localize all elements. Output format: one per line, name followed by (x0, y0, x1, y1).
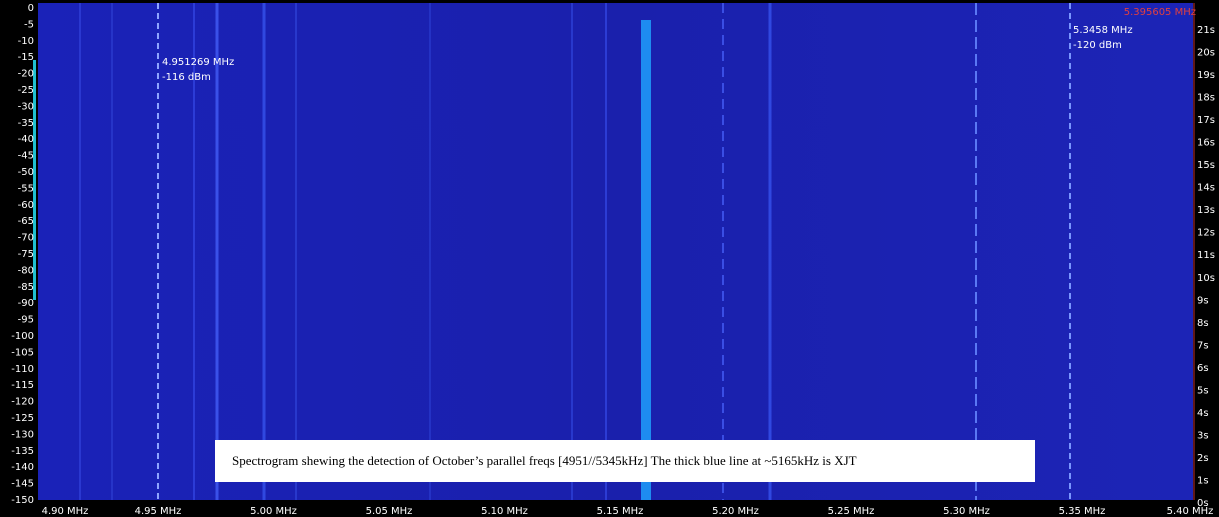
time-label: 1s (1197, 475, 1209, 486)
marker-frequency: 5.3458 MHz (1073, 25, 1133, 36)
frequency-label: 5.10 MHz (481, 506, 528, 517)
time-label: 7s (1197, 340, 1209, 351)
frequency-label: 5.05 MHz (366, 506, 413, 517)
level-label: -20 (18, 69, 34, 80)
top-frequency: 5.395605 MHz (1124, 7, 1196, 18)
frequency-label: 5.30 MHz (943, 506, 990, 517)
marker-level: -120 dBm (1073, 40, 1122, 51)
level-label: -25 (18, 85, 34, 96)
waterfall (38, 3, 1193, 500)
caption: Spectrogram shewing the detection of Oct… (232, 453, 857, 468)
level-label: -95 (18, 315, 34, 326)
level-label: -90 (18, 298, 34, 309)
time-label: 11s (1197, 250, 1215, 261)
time-label: 10s (1197, 273, 1215, 284)
level-label: -150 (11, 495, 34, 506)
marker-frequency: 4.951269 MHz (162, 57, 234, 68)
level-label: -50 (18, 167, 34, 178)
level-label: -45 (18, 151, 34, 162)
level-label: -85 (18, 282, 34, 293)
level-label: -110 (11, 364, 34, 375)
level-label: 0 (28, 3, 34, 14)
level-label: -60 (18, 200, 34, 211)
level-label: -65 (18, 216, 34, 227)
level-label: -130 (11, 429, 34, 440)
frequency-label: 4.90 MHz (42, 506, 89, 517)
spectrogram-window: 5.395605 MHz Spectrogram shewing the det… (0, 0, 1219, 517)
time-label: 14s (1197, 183, 1215, 194)
time-label: 15s (1197, 160, 1215, 171)
level-label: -145 (11, 479, 34, 490)
time-label: 16s (1197, 138, 1215, 149)
level-label: -15 (18, 52, 34, 63)
time-label: 2s (1197, 453, 1209, 464)
time-label: 9s (1197, 295, 1209, 306)
level-label: -35 (18, 118, 34, 129)
time-label: 12s (1197, 228, 1215, 239)
level-label: -80 (18, 265, 34, 276)
frequency-label: 5.35 MHz (1059, 506, 1106, 517)
strong-trace (641, 20, 651, 500)
frequency-label: 5.00 MHz (250, 506, 297, 517)
time-label: 6s (1197, 363, 1209, 374)
marker-level: -116 dBm (162, 72, 211, 83)
time-label: 5s (1197, 385, 1209, 396)
level-label: -55 (18, 183, 34, 194)
level-label: -115 (11, 380, 34, 391)
frequency-label: 5.15 MHz (597, 506, 644, 517)
time-label: 17s (1197, 115, 1215, 126)
level-indicator (33, 60, 36, 300)
level-label: -135 (11, 446, 34, 457)
frequency-label: 4.95 MHz (135, 506, 182, 517)
level-label: -120 (11, 397, 34, 408)
time-label: 8s (1197, 318, 1209, 329)
frequency-label: 5.40 MHz (1167, 506, 1214, 517)
level-label: -40 (18, 134, 34, 145)
level-label: -105 (11, 347, 34, 358)
frequency-label: 5.20 MHz (712, 506, 759, 517)
time-label: 18s (1197, 93, 1215, 104)
time-label: 4s (1197, 408, 1209, 419)
level-label: -75 (18, 249, 34, 260)
level-label: -125 (11, 413, 34, 424)
time-label: 19s (1197, 70, 1215, 81)
level-label: -10 (18, 36, 34, 47)
level-label: -140 (11, 462, 34, 473)
time-label: 20s (1197, 48, 1215, 59)
time-label: 13s (1197, 205, 1215, 216)
time-label: 3s (1197, 430, 1209, 441)
time-label: 21s (1197, 25, 1215, 36)
level-label: -30 (18, 101, 34, 112)
level-label: -100 (11, 331, 34, 342)
level-label: -70 (18, 233, 34, 244)
level-label: -5 (24, 19, 34, 30)
frequency-label: 5.25 MHz (828, 506, 875, 517)
